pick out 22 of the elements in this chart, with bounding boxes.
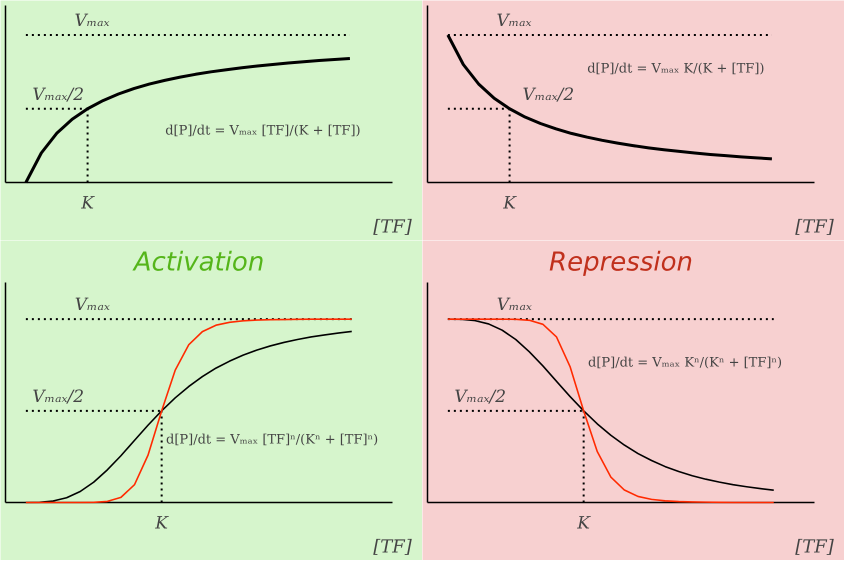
ref-line-label: Vₘₐₓ/2	[32, 84, 84, 105]
annotation: d[P]/dt = Vₘₐₓ [TF]ⁿ/(Kⁿ + [TF]ⁿ)	[166, 432, 378, 448]
annotation: d[P]/dt = Vₘₐₓ Kⁿ/(Kⁿ + [TF]ⁿ)	[588, 356, 782, 370]
text: K	[80, 194, 96, 214]
x-axis-title: [TF]	[795, 216, 835, 238]
annotation: d[P]/dt = Vₘₐₓ K/(K + [TF])	[587, 61, 764, 76]
ref-line-label: Vₘₐₓ/2	[32, 386, 84, 407]
ref-line-label: Vₘₐₓ	[496, 11, 532, 31]
text: K	[576, 514, 592, 534]
x-axis-title: [TF]	[373, 536, 413, 558]
x-axis-title: [TF]	[795, 536, 835, 558]
chart-title: Activation	[132, 248, 264, 278]
ref-line-label: Vₘₐₓ/2	[454, 386, 506, 407]
annotation: d[P]/dt = Vₘₐₓ [TF]/(K + [TF])	[165, 123, 361, 138]
text: K	[154, 514, 170, 534]
x-axis-title: [TF]	[373, 216, 413, 238]
ref-line-label: Vₘₐₓ	[74, 11, 110, 31]
text: K	[502, 194, 518, 214]
ref-line-label: Vₘₐₓ/2	[522, 84, 574, 105]
ref-line-label: Vₘₐₓ	[496, 295, 532, 316]
ref-line-label: Vₘₐₓ	[74, 295, 110, 316]
chart-title: Repression	[549, 248, 693, 278]
